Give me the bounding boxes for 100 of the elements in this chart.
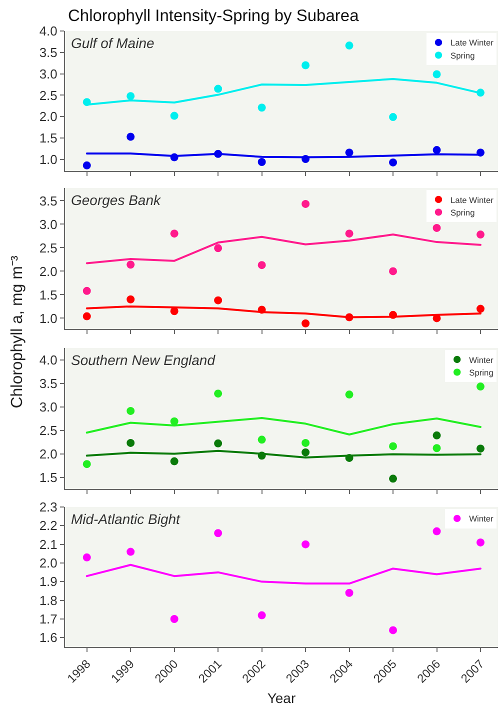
point	[476, 88, 485, 97]
point	[126, 406, 135, 415]
point	[258, 104, 266, 112]
point	[170, 153, 178, 162]
legend-label: Late Winter	[450, 194, 494, 205]
point	[345, 588, 354, 597]
y-tick-label: 2.3	[39, 500, 58, 515]
point	[476, 382, 485, 391]
annotation: Southern New England	[71, 352, 216, 368]
point	[258, 452, 266, 460]
point	[389, 158, 398, 166]
point	[345, 42, 354, 50]
legend-label: Winter	[469, 354, 494, 365]
point	[82, 286, 91, 295]
y-tick-label: 1.5	[39, 470, 58, 485]
y-tick-label: 2.5	[39, 88, 58, 103]
point	[126, 548, 135, 556]
chart-title: Chlorophyll Intensity-Spring by Subarea	[68, 6, 360, 25]
point	[214, 150, 222, 158]
y-tick-label: 1.7	[39, 612, 58, 627]
y-tick-label: 4.0	[39, 24, 58, 39]
point	[302, 438, 310, 447]
y-tick-label: 1.8	[39, 592, 58, 608]
y-tick-label: 3.0	[39, 216, 58, 232]
y-tick-label: 2.2	[39, 518, 58, 534]
point	[170, 615, 178, 623]
annotation: Georges Bank	[71, 192, 162, 208]
point	[476, 538, 485, 546]
point	[432, 146, 441, 154]
point	[214, 84, 222, 93]
point	[214, 439, 222, 448]
point	[476, 230, 485, 239]
point	[302, 200, 310, 208]
point	[389, 113, 398, 122]
point	[170, 417, 178, 426]
point	[82, 460, 91, 468]
y-tick-label: 1.9	[39, 574, 58, 590]
point	[170, 230, 178, 238]
point	[345, 454, 354, 462]
point	[432, 70, 441, 78]
point	[302, 155, 310, 164]
point	[126, 438, 135, 447]
point	[302, 61, 310, 70]
point	[302, 540, 310, 548]
point	[258, 436, 266, 444]
point	[389, 267, 398, 276]
legend-label: Spring	[450, 207, 476, 218]
point	[214, 296, 222, 304]
point	[476, 304, 485, 313]
point	[432, 444, 441, 452]
y-tick-label: 2.0	[39, 264, 58, 279]
point	[170, 112, 178, 120]
y-tick-label: 2.5	[39, 240, 58, 256]
point	[82, 98, 91, 106]
point	[302, 448, 310, 456]
y-axis-title: Chlorophyll a, mg m⁻³	[8, 256, 27, 408]
point	[214, 390, 222, 398]
y-tick-label: 2.1	[39, 536, 58, 552]
point	[389, 310, 398, 319]
line-series	[86, 564, 482, 585]
point	[345, 390, 354, 399]
y-tick-label: 1.5	[39, 287, 58, 302]
point	[258, 306, 266, 314]
y-tick-label: 3.5	[39, 376, 58, 391]
point	[126, 260, 135, 269]
y-tick-label: 3.5	[39, 193, 58, 208]
point	[389, 474, 398, 483]
line-series	[86, 417, 482, 436]
point	[345, 148, 354, 157]
point	[476, 148, 485, 157]
y-tick-label: 2.0	[39, 556, 58, 571]
legend-label: Late Winter	[450, 38, 494, 48]
y-tick-label: 1.0	[39, 152, 58, 167]
annotation: Mid-Atlantic Bight	[71, 511, 182, 527]
y-tick-label: 3.0	[39, 399, 58, 414]
y-tick-label: 1.5	[39, 130, 58, 146]
point	[258, 261, 266, 270]
point	[258, 611, 266, 620]
y-tick-label: 2.0	[39, 109, 58, 124]
y-tick-label: 3.5	[39, 44, 58, 60]
annotation: Gulf of Maine	[71, 35, 154, 51]
y-tick-label: 4.0	[39, 352, 58, 368]
point	[170, 457, 178, 466]
y-tick-label: 3.0	[39, 66, 58, 82]
x-axis-title: Year	[267, 690, 296, 706]
point	[432, 431, 441, 440]
point	[345, 230, 354, 238]
line-series	[86, 234, 482, 264]
point	[126, 92, 135, 100]
y-tick-label: 2.0	[39, 446, 58, 462]
point	[214, 244, 222, 252]
point	[82, 161, 91, 170]
point	[389, 626, 398, 634]
point	[389, 442, 398, 450]
point	[302, 319, 310, 328]
y-tick-label: 1.0	[39, 310, 58, 326]
legend-label: Spring	[450, 50, 476, 60]
legend-label: Spring	[469, 367, 494, 378]
point	[476, 444, 485, 453]
y-tick-label: 2.5	[39, 422, 58, 438]
